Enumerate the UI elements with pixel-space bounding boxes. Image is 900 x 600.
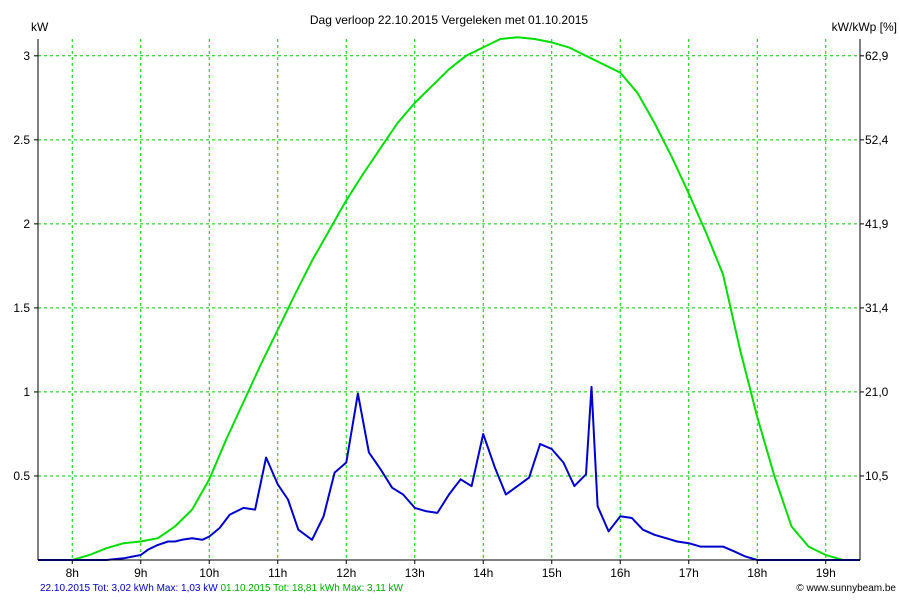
x-tick-label-18: 18h [747, 566, 767, 580]
tick-labels: 8h 9h 10h 11h 12h 13h 14h 15h 16h 17h 18h 19h 0.5 10,… [13, 49, 888, 580]
y-left-tick-label-0.5: 0.5 [13, 469, 30, 483]
axes [37, 39, 861, 561]
series-line-01-10-2015 [38, 36, 860, 561]
series-layer [38, 36, 860, 561]
footer-green-summary: 01.10.2015 Tot: 18,81 kWh Max: 3,11 kW [220, 583, 403, 594]
footer-summary: 22.10.2015 Tot: 3,02 kWh Max: 1,03 kW 01… [40, 583, 403, 594]
grid [38, 39, 860, 560]
x-tick-label-11: 11h [268, 566, 287, 580]
y-left-tick-label-1: 1 [23, 385, 30, 399]
y-right-tick-label-1.5: 31,4 [865, 301, 889, 315]
footer-credit: © www.sunnybeam.be [796, 583, 896, 594]
y-right-tick-label-2: 41,9 [865, 217, 889, 231]
y-left-tick-label-1.5: 1.5 [13, 301, 30, 315]
x-tick-label-17: 17h [679, 566, 699, 580]
x-tick-label-15: 15h [542, 566, 562, 580]
x-tick-label-8: 8h [66, 566, 79, 580]
series-line-22-10-2015 [38, 385, 860, 561]
y-left-tick-label-3: 3 [23, 49, 30, 63]
y-axis-left-label: kW [31, 20, 49, 34]
y-right-tick-label-2.5: 52,4 [865, 133, 889, 147]
x-tick-label-16: 16h [610, 566, 630, 580]
y-right-tick-label-0.5: 10,5 [865, 469, 889, 483]
y-right-tick-label-1: 21,0 [865, 385, 889, 399]
y-left-tick-label-2.5: 2.5 [13, 133, 30, 147]
x-tick-label-9: 9h [134, 566, 147, 580]
y-axis-right-label: kW/kWp [%] [832, 20, 897, 34]
y-left-tick-label-2: 2 [23, 217, 30, 231]
x-tick-label-14: 14h [473, 566, 493, 580]
x-tick-label-19: 19h [816, 566, 836, 580]
y-right-tick-label-3: 62,9 [865, 49, 889, 63]
chart-title: Dag verloop 22.10.2015 Vergeleken met 01… [310, 13, 589, 27]
x-tick-label-13: 13h [405, 566, 425, 580]
plot-background [38, 39, 860, 560]
x-tick-label-10: 10h [199, 566, 219, 580]
footer-blue-summary: 22.10.2015 Tot: 3,02 kWh Max: 1,03 kW [40, 583, 218, 594]
x-tick-label-12: 12h [336, 566, 356, 580]
